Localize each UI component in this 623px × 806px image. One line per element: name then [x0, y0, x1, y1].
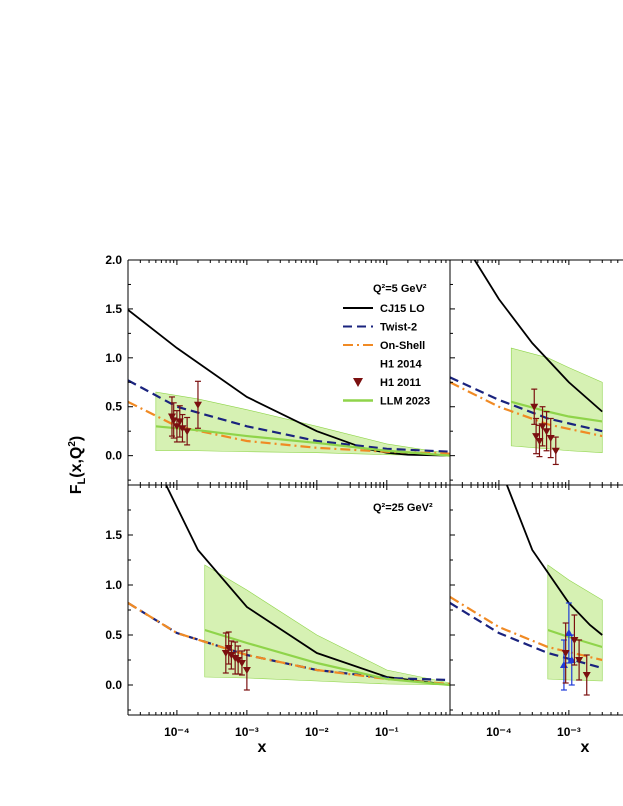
data-point — [227, 652, 236, 659]
y-axis-title-close: ) — [68, 436, 85, 441]
panel-frame: 1.5 1.0 0.5 0.0 10⁻⁴ 10⁻³ 10⁻² 10⁻¹ Q²=25 GeV² — [105, 484, 451, 739]
band-llm-2023 — [510, 347, 603, 454]
panel-bottom-left — [128, 485, 450, 691]
data-point — [564, 629, 573, 636]
data-point — [575, 657, 584, 664]
data-point — [237, 660, 246, 667]
data-point — [535, 437, 544, 445]
x-tick-label: 10⁻² — [305, 725, 329, 739]
series-line-on-shell — [128, 400, 450, 455]
data-point — [551, 447, 560, 455]
series-line-on-shell — [450, 596, 603, 662]
x-tick-label: 10⁻⁴ — [486, 725, 512, 739]
data-point — [234, 657, 243, 664]
y-tick-label: 0.5 — [105, 628, 122, 642]
svg-text:FL(x,Q2): FL(x,Q2) — [67, 436, 88, 495]
series-line-cj15-lo — [128, 309, 450, 457]
panel-top-left — [128, 309, 450, 457]
y-tick-label: 1.5 — [105, 302, 122, 316]
data-point — [570, 637, 579, 644]
data-point — [178, 425, 187, 433]
panel-frame: 10⁻⁴ 10⁻³ — [449, 484, 623, 739]
legend: CJ15 LO Twist-2 On-Shell H1 2014 H1 2011 LLM … — [343, 303, 430, 408]
data-point — [172, 423, 181, 431]
panels-layer: 2.0 1.5 1.0 0.5 0.0 Q²=5 GeV² CJ15 LO Twist-2 On… — [105, 253, 623, 739]
data-point — [567, 656, 576, 663]
x-tick-label: 10⁻¹ — [375, 725, 399, 739]
y-tick-label: 1.0 — [105, 578, 122, 592]
data-point — [183, 428, 192, 436]
x-tick-label: 10⁻³ — [557, 725, 581, 739]
data-point — [224, 645, 233, 652]
series-line-llm-2023 — [155, 425, 450, 457]
y-tick-label: 0.0 — [105, 449, 122, 463]
q2-label: Q²=5 GeV² — [373, 283, 427, 295]
data-point — [242, 667, 251, 674]
data-point — [561, 650, 570, 657]
legend-label: On-Shell — [380, 340, 425, 352]
y-axis-title-sup: 2 — [67, 441, 78, 447]
x-axis-title-right: x — [581, 739, 590, 756]
y-tick-label: 0.5 — [105, 400, 122, 414]
data-point — [193, 401, 202, 409]
data-point — [530, 403, 539, 411]
data-point — [542, 428, 551, 436]
legend-label: Twist-2 — [380, 322, 417, 334]
series-line-twist-2 — [450, 376, 603, 433]
series-line-llm-2023 — [510, 400, 603, 423]
y-tick-label: 2.0 — [105, 253, 122, 267]
y-axis-title: FL(x,Q2) — [67, 436, 88, 495]
data-point — [175, 418, 184, 426]
x-tick-label: 10⁻³ — [235, 725, 259, 739]
y-tick-label: 1.0 — [105, 351, 122, 365]
series-line-llm-2023 — [204, 628, 450, 687]
legend-label: H1 2011 — [380, 377, 421, 389]
data-point — [532, 433, 541, 441]
data-point — [169, 417, 178, 425]
q2-label: Q²=25 GeV² — [373, 502, 433, 514]
x-axis-title-left: x — [258, 739, 267, 756]
data-point — [546, 435, 555, 443]
y-tick-label: 0.0 — [105, 678, 122, 692]
band-llm-2023 — [547, 564, 603, 682]
data-point — [538, 423, 547, 431]
series-line-on-shell — [450, 381, 603, 438]
legend-label: LLM 2023 — [380, 396, 430, 408]
series-line-cj15-lo — [473, 260, 603, 413]
series-line-twist-2 — [450, 602, 603, 670]
data-point — [582, 672, 591, 679]
data-point — [221, 650, 230, 657]
legend-marker — [353, 378, 363, 387]
y-axis-title-args: (x,Q — [68, 447, 85, 478]
panel-bottom-right — [450, 485, 603, 696]
panel-top-right — [450, 260, 603, 466]
series-line-twist-2 — [128, 379, 450, 453]
legend-label: CJ15 LO — [380, 303, 425, 315]
y-tick-label: 1.5 — [105, 528, 122, 542]
band-llm-2023 — [204, 564, 450, 686]
x-tick-label: 10⁻⁴ — [164, 725, 190, 739]
panel-frame: 2.0 1.5 1.0 0.5 0.0 Q²=5 GeV² CJ15 LO Twist-2 On… — [105, 253, 451, 486]
y-axis-title-main: F — [68, 484, 85, 494]
y-axis-title-sub: L — [76, 477, 88, 484]
legend-label: H1 2014 — [380, 359, 422, 371]
